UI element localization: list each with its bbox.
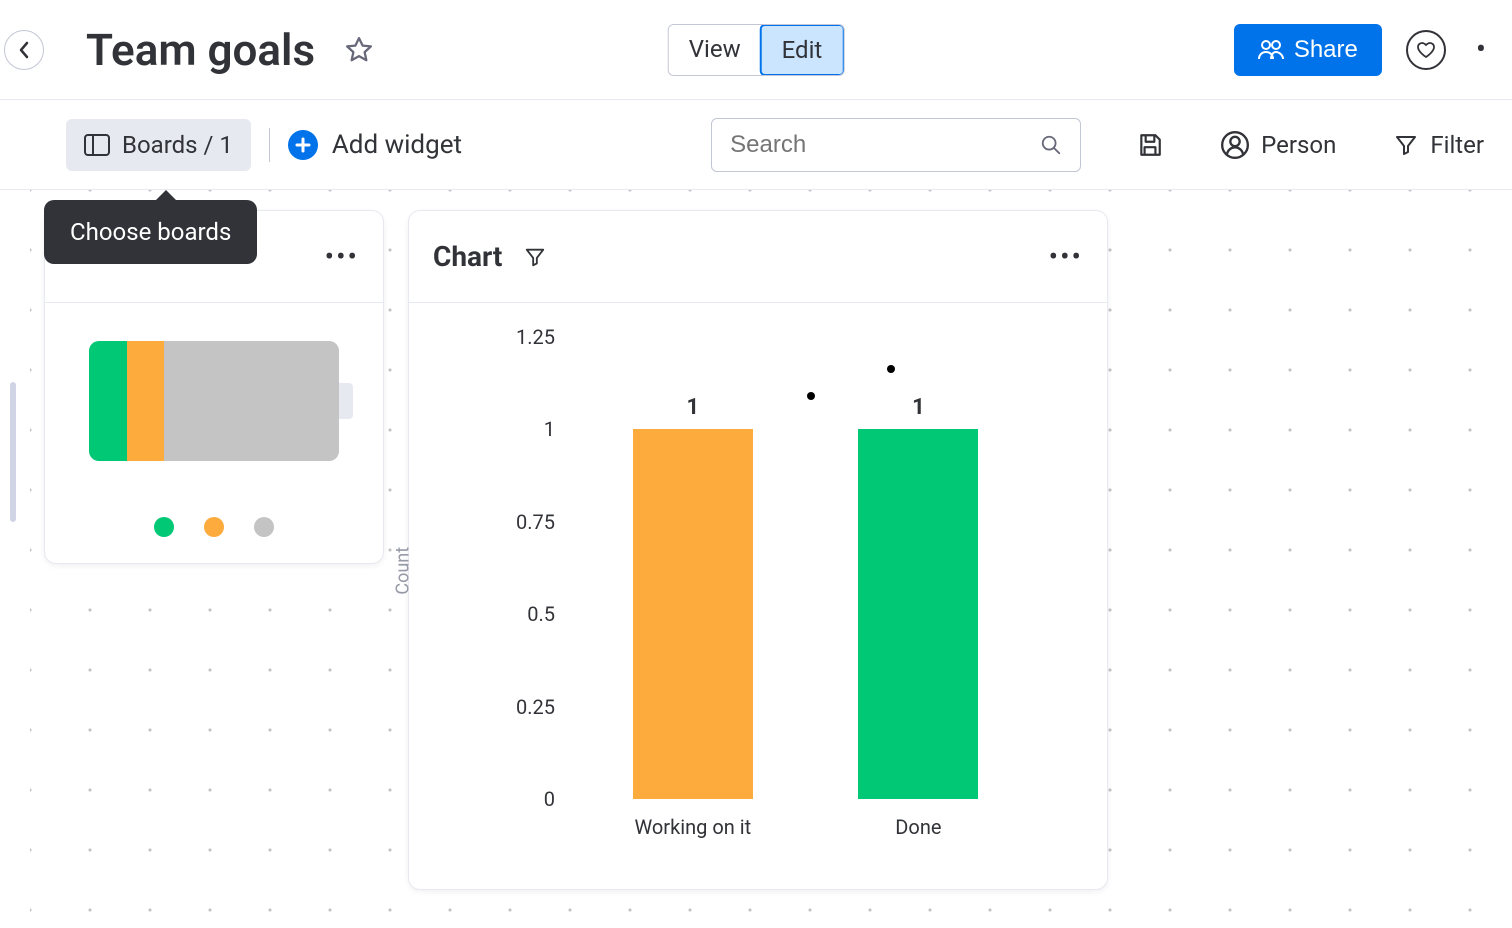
filter-button[interactable]: Filter xyxy=(1386,131,1492,159)
person-filter[interactable]: Person xyxy=(1213,131,1344,159)
bar-value-label: 1 xyxy=(858,395,978,420)
y-tick-label: 0.75 xyxy=(509,510,555,534)
boards-selector[interactable]: Boards / 1 xyxy=(66,119,251,171)
battery-legend xyxy=(154,517,274,537)
plot-area: 1Working on it 1Done xyxy=(567,337,1037,799)
filter-icon xyxy=(1394,133,1418,157)
scroll-indicator xyxy=(10,382,16,522)
y-axis-label: Count xyxy=(393,547,414,595)
filter-icon[interactable] xyxy=(524,246,546,268)
search-input[interactable] xyxy=(730,131,1040,159)
add-widget-label: Add widget xyxy=(332,130,462,160)
favorite-heart-button[interactable] xyxy=(1406,30,1446,70)
board-icon xyxy=(84,134,110,156)
chart-title: Chart xyxy=(433,240,502,273)
topbar-actions: Share • xyxy=(1234,24,1492,76)
search-icon xyxy=(1040,133,1062,157)
plus-icon xyxy=(288,130,318,160)
add-widget-button[interactable]: Add widget xyxy=(288,130,462,160)
person-icon xyxy=(1221,131,1249,159)
legend-dot[interactable] xyxy=(254,517,274,537)
x-axis-label: Done xyxy=(818,815,1018,839)
widget-menu-button[interactable]: ••• xyxy=(1049,240,1083,273)
boards-tooltip: Choose boards xyxy=(44,200,257,264)
y-tick-label: 0.25 xyxy=(509,695,555,719)
chevron-left-icon xyxy=(17,41,31,59)
topbar: Team goals View Edit Share • xyxy=(0,0,1512,100)
y-tick-label: 1 xyxy=(509,417,555,441)
chart-widget[interactable]: Chart ••• Count 1Working on it1Done 00.2… xyxy=(408,210,1108,890)
y-tick-label: 0.5 xyxy=(509,602,555,626)
boards-label: Boards / 1 xyxy=(122,131,233,159)
search-box[interactable] xyxy=(711,118,1081,172)
edit-mode-button[interactable]: Edit xyxy=(760,24,845,76)
battery-body xyxy=(45,303,383,557)
save-icon xyxy=(1137,132,1163,158)
battery-segment xyxy=(127,341,165,461)
scatter-point xyxy=(887,365,895,373)
battery-segment xyxy=(89,341,127,461)
chart-plot: 1Working on it1Done 00.250.50.7511.25 xyxy=(495,327,1077,859)
favorite-button[interactable] xyxy=(341,32,377,68)
legend-dot[interactable] xyxy=(204,517,224,537)
save-button[interactable] xyxy=(1129,132,1171,158)
chart-bar[interactable]: 1Working on it xyxy=(633,429,753,799)
people-icon xyxy=(1258,39,1284,61)
battery-segment xyxy=(164,341,339,461)
page-title: Team goals xyxy=(86,24,315,76)
divider xyxy=(269,128,270,162)
widget-header: Chart ••• xyxy=(409,211,1107,303)
chart-body: Count 1Working on it1Done 00.250.50.7511… xyxy=(409,303,1107,889)
y-tick-label: 0 xyxy=(509,787,555,811)
share-button[interactable]: Share xyxy=(1234,24,1382,76)
x-axis-label: Working on it xyxy=(593,815,793,839)
star-icon xyxy=(344,35,374,65)
mode-toggle: View Edit xyxy=(668,24,845,76)
y-tick-label: 1.25 xyxy=(509,325,555,349)
back-button[interactable] xyxy=(4,30,44,70)
widgets-canvas: ••• Chart ••• Count 1Working on it1Done … xyxy=(0,190,1512,928)
legend-dot[interactable] xyxy=(154,517,174,537)
more-menu-button[interactable]: • xyxy=(1470,32,1492,67)
bar-value-label: 1 xyxy=(633,395,753,420)
view-mode-button[interactable]: View xyxy=(669,25,761,75)
chart-bar[interactable]: 1Done xyxy=(858,429,978,799)
widget-menu-button[interactable]: ••• xyxy=(325,240,359,273)
share-label: Share xyxy=(1294,36,1358,64)
filter-label: Filter xyxy=(1430,131,1484,159)
toolbar: Boards / 1 Add widget Person Filter xyxy=(0,100,1512,190)
person-label: Person xyxy=(1261,131,1336,159)
battery-chart xyxy=(89,341,339,461)
scatter-point xyxy=(807,392,815,400)
heart-icon xyxy=(1416,41,1436,59)
